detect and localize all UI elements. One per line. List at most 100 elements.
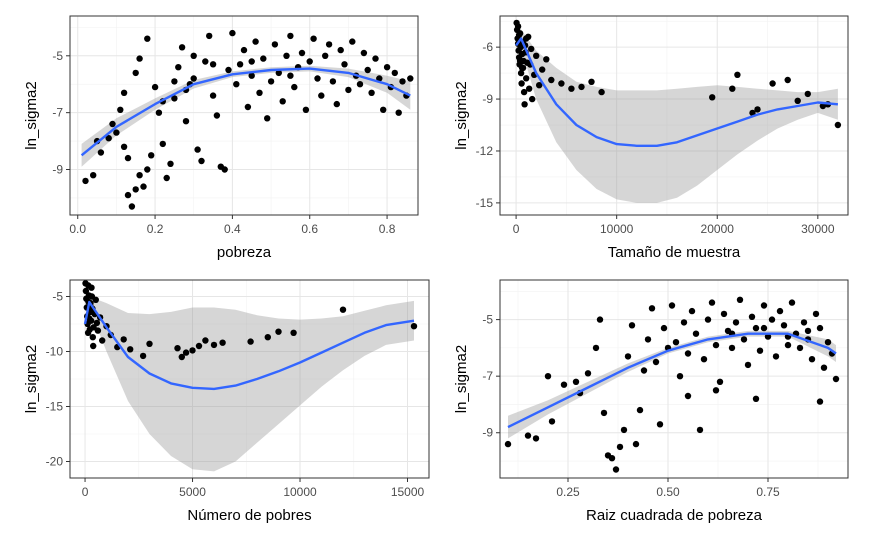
data-point [543, 56, 550, 63]
data-point [291, 83, 298, 91]
data-point [178, 44, 186, 51]
data-point [146, 340, 153, 347]
data-point [410, 323, 418, 330]
data-point [708, 299, 716, 306]
data-point [97, 149, 105, 156]
data-point [132, 186, 139, 193]
y-tick-label: -7 [52, 106, 63, 120]
data-point [769, 80, 776, 87]
data-point [178, 353, 185, 361]
data-point [704, 316, 712, 323]
data-point [128, 203, 136, 210]
x-tick-label: 15000 [391, 485, 425, 499]
x-axis-title: Número de pobres [187, 507, 311, 524]
data-point [624, 353, 632, 360]
panel-border [499, 279, 849, 479]
y-tick-label: -9 [482, 426, 493, 440]
data-point [524, 432, 532, 439]
data-point [399, 78, 406, 85]
data-point [171, 78, 178, 85]
x-tick-label: 5000 [179, 485, 206, 499]
data-point [163, 174, 170, 182]
data-point [528, 45, 535, 53]
data-point [518, 80, 525, 87]
data-point [148, 152, 155, 159]
panel-pobreza: 0.0 0.2 0.4 0.6 0.8 -9 -7 -5 pobreza ln_sigma2 [23, 15, 419, 261]
data-point [219, 339, 226, 346]
data-point [210, 341, 218, 349]
data-point [732, 319, 740, 326]
data-point [816, 398, 824, 405]
data-point [144, 166, 151, 173]
data-point [380, 106, 387, 114]
smooth-line [83, 300, 415, 391]
x-tick-label: 0.75 [756, 485, 780, 499]
y-axis-title: ln_sigma2 [453, 81, 470, 149]
data-point [90, 342, 97, 350]
y-tick-label: -9 [482, 92, 493, 106]
data-point [360, 49, 368, 57]
data-point [318, 92, 325, 99]
data-point [680, 319, 688, 326]
data-point [127, 346, 134, 353]
data-point [754, 106, 761, 113]
data-point [195, 342, 203, 350]
data-point [712, 387, 720, 394]
data-point [202, 337, 209, 344]
y-tick-label: -5 [52, 290, 63, 304]
data-point [764, 333, 772, 340]
y-axis-title: ln_sigma2 [23, 81, 40, 149]
data-point [333, 100, 340, 108]
data-point [339, 306, 347, 313]
x-axis-title: Raiz cuadrada de pobreza [586, 507, 763, 524]
x-tick-label: 0 [82, 485, 89, 499]
x-tick-label: 0 [513, 222, 520, 236]
data-point [558, 80, 565, 87]
data-point [136, 172, 143, 179]
data-point [734, 71, 741, 79]
data-point [356, 81, 364, 88]
data-point [310, 35, 317, 42]
data-point [124, 154, 132, 162]
data-point [264, 334, 271, 341]
confidence-ribbon [85, 296, 414, 472]
data-point [256, 89, 263, 97]
data-point [248, 72, 255, 79]
x-tick-label: 0.4 [224, 222, 241, 236]
data-point [287, 72, 294, 79]
data-point [407, 75, 414, 82]
x-tick-label: 0.6 [301, 222, 318, 236]
data-point [85, 282, 92, 289]
data-point [598, 88, 605, 96]
data-point [560, 381, 568, 388]
data-point [768, 316, 776, 323]
x-axis-title: Tamaño de muestra [608, 244, 741, 261]
data-point [90, 172, 97, 179]
data-point [752, 324, 760, 332]
data-point [225, 66, 232, 74]
data-point [105, 135, 112, 142]
data-point [240, 46, 248, 54]
data-point [213, 112, 221, 119]
data-point [596, 316, 604, 323]
data-point [548, 76, 555, 84]
data-point [784, 341, 792, 349]
data-point [656, 421, 664, 428]
data-point [744, 361, 752, 369]
data-point [628, 322, 636, 329]
data-point [345, 86, 352, 94]
data-point [175, 63, 182, 71]
data-point [167, 160, 174, 167]
data-point [812, 310, 820, 318]
data-point [749, 109, 756, 117]
data-point [247, 338, 254, 345]
data-point [174, 345, 181, 352]
data-point [712, 341, 720, 349]
data-point [290, 329, 297, 336]
data-point [796, 344, 804, 352]
data-point [740, 336, 748, 343]
data-point [529, 95, 536, 103]
y-tick-label: -15 [46, 400, 64, 414]
data-point [752, 395, 760, 402]
